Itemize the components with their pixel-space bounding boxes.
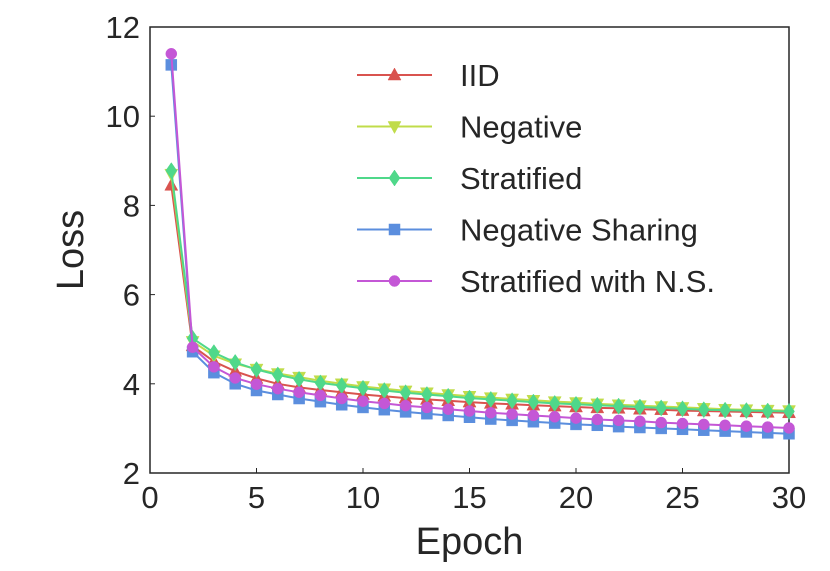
x-axis-title: Epoch [416,521,524,563]
data-point [229,353,242,371]
data-point [165,48,178,60]
data-point [719,401,731,419]
data-point [570,412,582,424]
data-point [165,162,178,180]
legend-item: Negative Sharing [357,213,698,248]
x-tick-label: 20 [559,480,593,515]
legend-item: Stratified with N.S. [357,264,715,299]
series-layer [164,48,796,440]
x-tick-label: 0 [141,480,158,515]
data-point [591,396,604,414]
legend-marker [387,121,402,135]
data-point [698,418,710,431]
legend-label: Stratified with N.S. [460,264,715,299]
series-stratified [165,162,795,420]
data-point [250,378,263,390]
x-tick-label: 30 [772,480,806,515]
data-point [442,403,454,415]
data-point [761,421,774,433]
legend-item: IID [357,58,500,93]
data-point [676,400,689,418]
data-point [399,399,412,412]
legend-label: Negative [460,110,582,145]
y-tick-label: 6 [123,278,140,313]
y-tick-label: 2 [123,456,140,491]
y-tick-label: 4 [123,367,140,402]
data-point [506,408,518,420]
legend-item: Negative [357,110,582,145]
x-tick-label: 25 [665,480,699,515]
data-point [612,414,625,427]
data-point [740,402,753,420]
data-point [250,361,263,378]
data-point [378,397,391,410]
data-point [676,417,689,430]
legend-marker [388,169,401,187]
data-point [421,401,433,414]
legend: IID Negative Stratified Negative Sharing Str… [357,58,715,299]
x-tick-label: 5 [248,480,265,515]
data-point [186,341,199,353]
data-point [293,386,305,399]
data-point [591,413,604,426]
data-point [761,402,774,420]
data-point [697,401,710,419]
data-point [634,398,646,416]
data-point [208,344,220,362]
data-point [783,422,795,434]
data-point [655,399,668,417]
legend-marker [388,223,401,236]
x-tick-label: 10 [346,480,380,515]
x-tick-label: 15 [452,480,486,515]
data-point [463,405,476,417]
data-point [485,407,497,419]
y-axis-title: Loss [50,210,92,290]
data-point [570,395,582,413]
series-stratified-with-n-s [165,48,795,434]
legend-marker [387,67,402,81]
legend-marker [388,275,401,287]
data-point [208,361,220,373]
data-point [357,395,369,407]
data-point [527,409,540,422]
data-point [314,389,327,402]
data-point [612,397,625,415]
y-tick-label: 12 [106,10,140,45]
y-tick-label: 10 [106,99,140,134]
data-point [719,419,731,432]
x-axis-ticks: 0 5 10 15 20 25 30 [141,468,806,515]
data-point [548,411,561,423]
legend-label: IID [460,58,500,93]
data-point [740,420,753,432]
y-tick-label: 8 [123,188,140,223]
data-point [655,416,667,429]
data-point [229,372,241,384]
data-point [783,403,795,420]
y-axis-ticks: 2 4 6 8 10 12 [106,10,155,491]
data-point [272,382,284,395]
legend-item: Stratified [357,161,582,196]
legend-label: Stratified [460,161,582,196]
data-point [164,177,179,191]
data-point [634,415,646,428]
legend-label: Negative Sharing [460,213,698,248]
data-point [335,392,348,405]
data-point [271,366,284,384]
